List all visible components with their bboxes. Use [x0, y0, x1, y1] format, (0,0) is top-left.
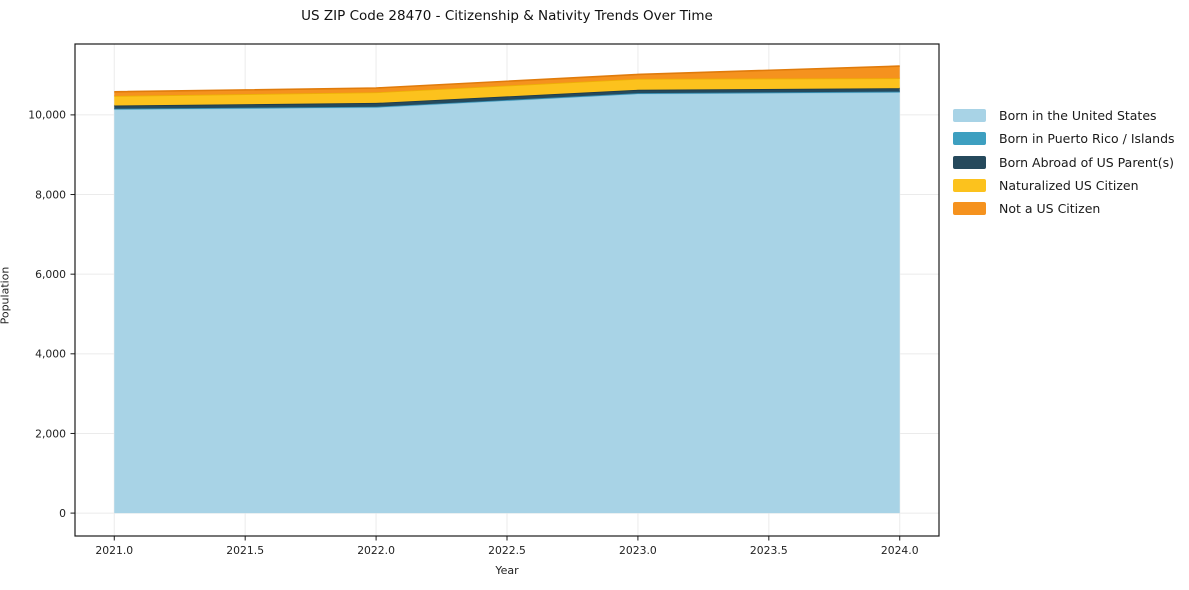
legend-item-born-abroad-of-us-parent-s: Born Abroad of US Parent(s)	[953, 151, 1175, 174]
legend-swatch-icon	[953, 202, 986, 216]
x-tick-label: 2021.5	[226, 544, 264, 557]
area-born-abroad-of-us-parent-s	[114, 88, 900, 109]
legend-label: Naturalized US Citizen	[999, 178, 1139, 194]
x-axis-label: Year	[495, 564, 519, 577]
legend-swatch-icon	[953, 155, 986, 169]
area-topline-not-a-us-citizen	[114, 65, 900, 93]
y-tick-label: 10,000	[28, 109, 66, 122]
legend-label: Born in the United States	[999, 108, 1157, 124]
legend: Born in the United States Born in Puerto …	[953, 104, 1175, 220]
y-tick-label: 8,000	[35, 188, 66, 201]
area-born-in-the-united-states	[114, 92, 900, 514]
y-tick-label: 4,000	[35, 348, 66, 361]
legend-swatch-icon	[953, 109, 986, 123]
legend-swatch-icon	[953, 132, 986, 146]
area-naturalized-us-citizen	[114, 78, 900, 106]
y-tick-label: 6,000	[35, 268, 66, 281]
x-tick-label: 2021.0	[95, 544, 133, 557]
y-tick-label: 2,000	[35, 427, 66, 440]
x-tick-label: 2023.5	[750, 544, 788, 557]
legend-label: Born in Puerto Rico / Islands	[999, 131, 1175, 147]
legend-item-born-in-the-united-states: Born in the United States	[953, 104, 1175, 127]
legend-swatch-icon	[953, 179, 986, 193]
legend-label: Born Abroad of US Parent(s)	[999, 154, 1174, 170]
y-axis-label: Population	[0, 266, 12, 325]
legend-item-born-in-puerto-rico-islands: Born in Puerto Rico / Islands	[953, 127, 1175, 150]
legend-item-not-a-us-citizen: Not a US Citizen	[953, 197, 1175, 220]
x-tick-label: 2023.0	[619, 544, 657, 557]
x-tick-label: 2022.5	[488, 544, 526, 557]
area-not-a-us-citizen	[114, 66, 900, 96]
y-tick-label: 0	[59, 507, 66, 520]
chart-title: US ZIP Code 28470 - Citizenship & Nativi…	[301, 8, 713, 24]
legend-item-naturalized-us-citizen: Naturalized US Citizen	[953, 174, 1175, 197]
x-tick-label: 2024.0	[881, 544, 919, 557]
x-tick-label: 2022.0	[357, 544, 395, 557]
legend-label: Not a US Citizen	[999, 201, 1101, 217]
